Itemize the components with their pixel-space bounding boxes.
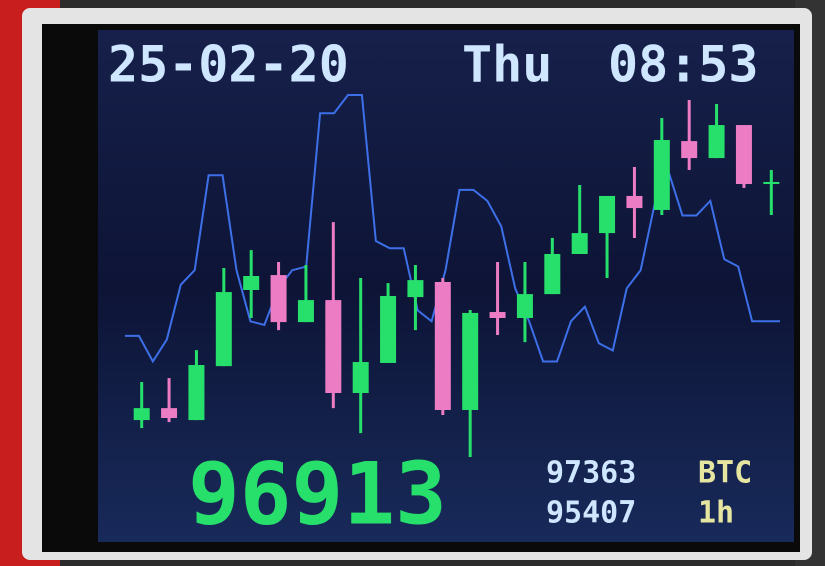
candle-body: [516, 294, 533, 318]
indicator-line: [125, 94, 780, 364]
low-label: 95407: [546, 496, 636, 531]
candle-body: [763, 181, 780, 185]
candle-body: [161, 408, 178, 419]
candle-body: [708, 125, 725, 159]
plot: [125, 94, 780, 458]
candle-body: [270, 275, 287, 323]
interval: 1h: [698, 496, 734, 531]
candle-body: [352, 362, 369, 394]
weekday: Thu: [462, 36, 552, 94]
time: 08:53: [608, 36, 759, 94]
candle-body: [188, 365, 205, 421]
candle-body: [462, 312, 479, 410]
candle-body: [325, 300, 342, 394]
candle-body: [626, 195, 643, 209]
candle-body: [133, 408, 150, 421]
candle-body: [434, 281, 451, 410]
candle-body: [243, 276, 260, 291]
candle-body: [599, 195, 616, 234]
candle-body: [407, 280, 424, 298]
symbol: BTC: [698, 456, 752, 491]
candle-body: [653, 139, 670, 210]
current-price: 96913: [188, 444, 447, 544]
candle-body: [380, 295, 397, 363]
candle-body: [735, 125, 752, 185]
candle-body: [489, 312, 506, 318]
candle-body: [571, 233, 588, 254]
candle-body: [215, 292, 232, 367]
high-label: 97363: [546, 456, 636, 491]
candle-body: [544, 253, 561, 295]
candle-body: [297, 300, 314, 323]
date: 25-02-20: [108, 36, 349, 94]
candle-body: [681, 141, 698, 159]
